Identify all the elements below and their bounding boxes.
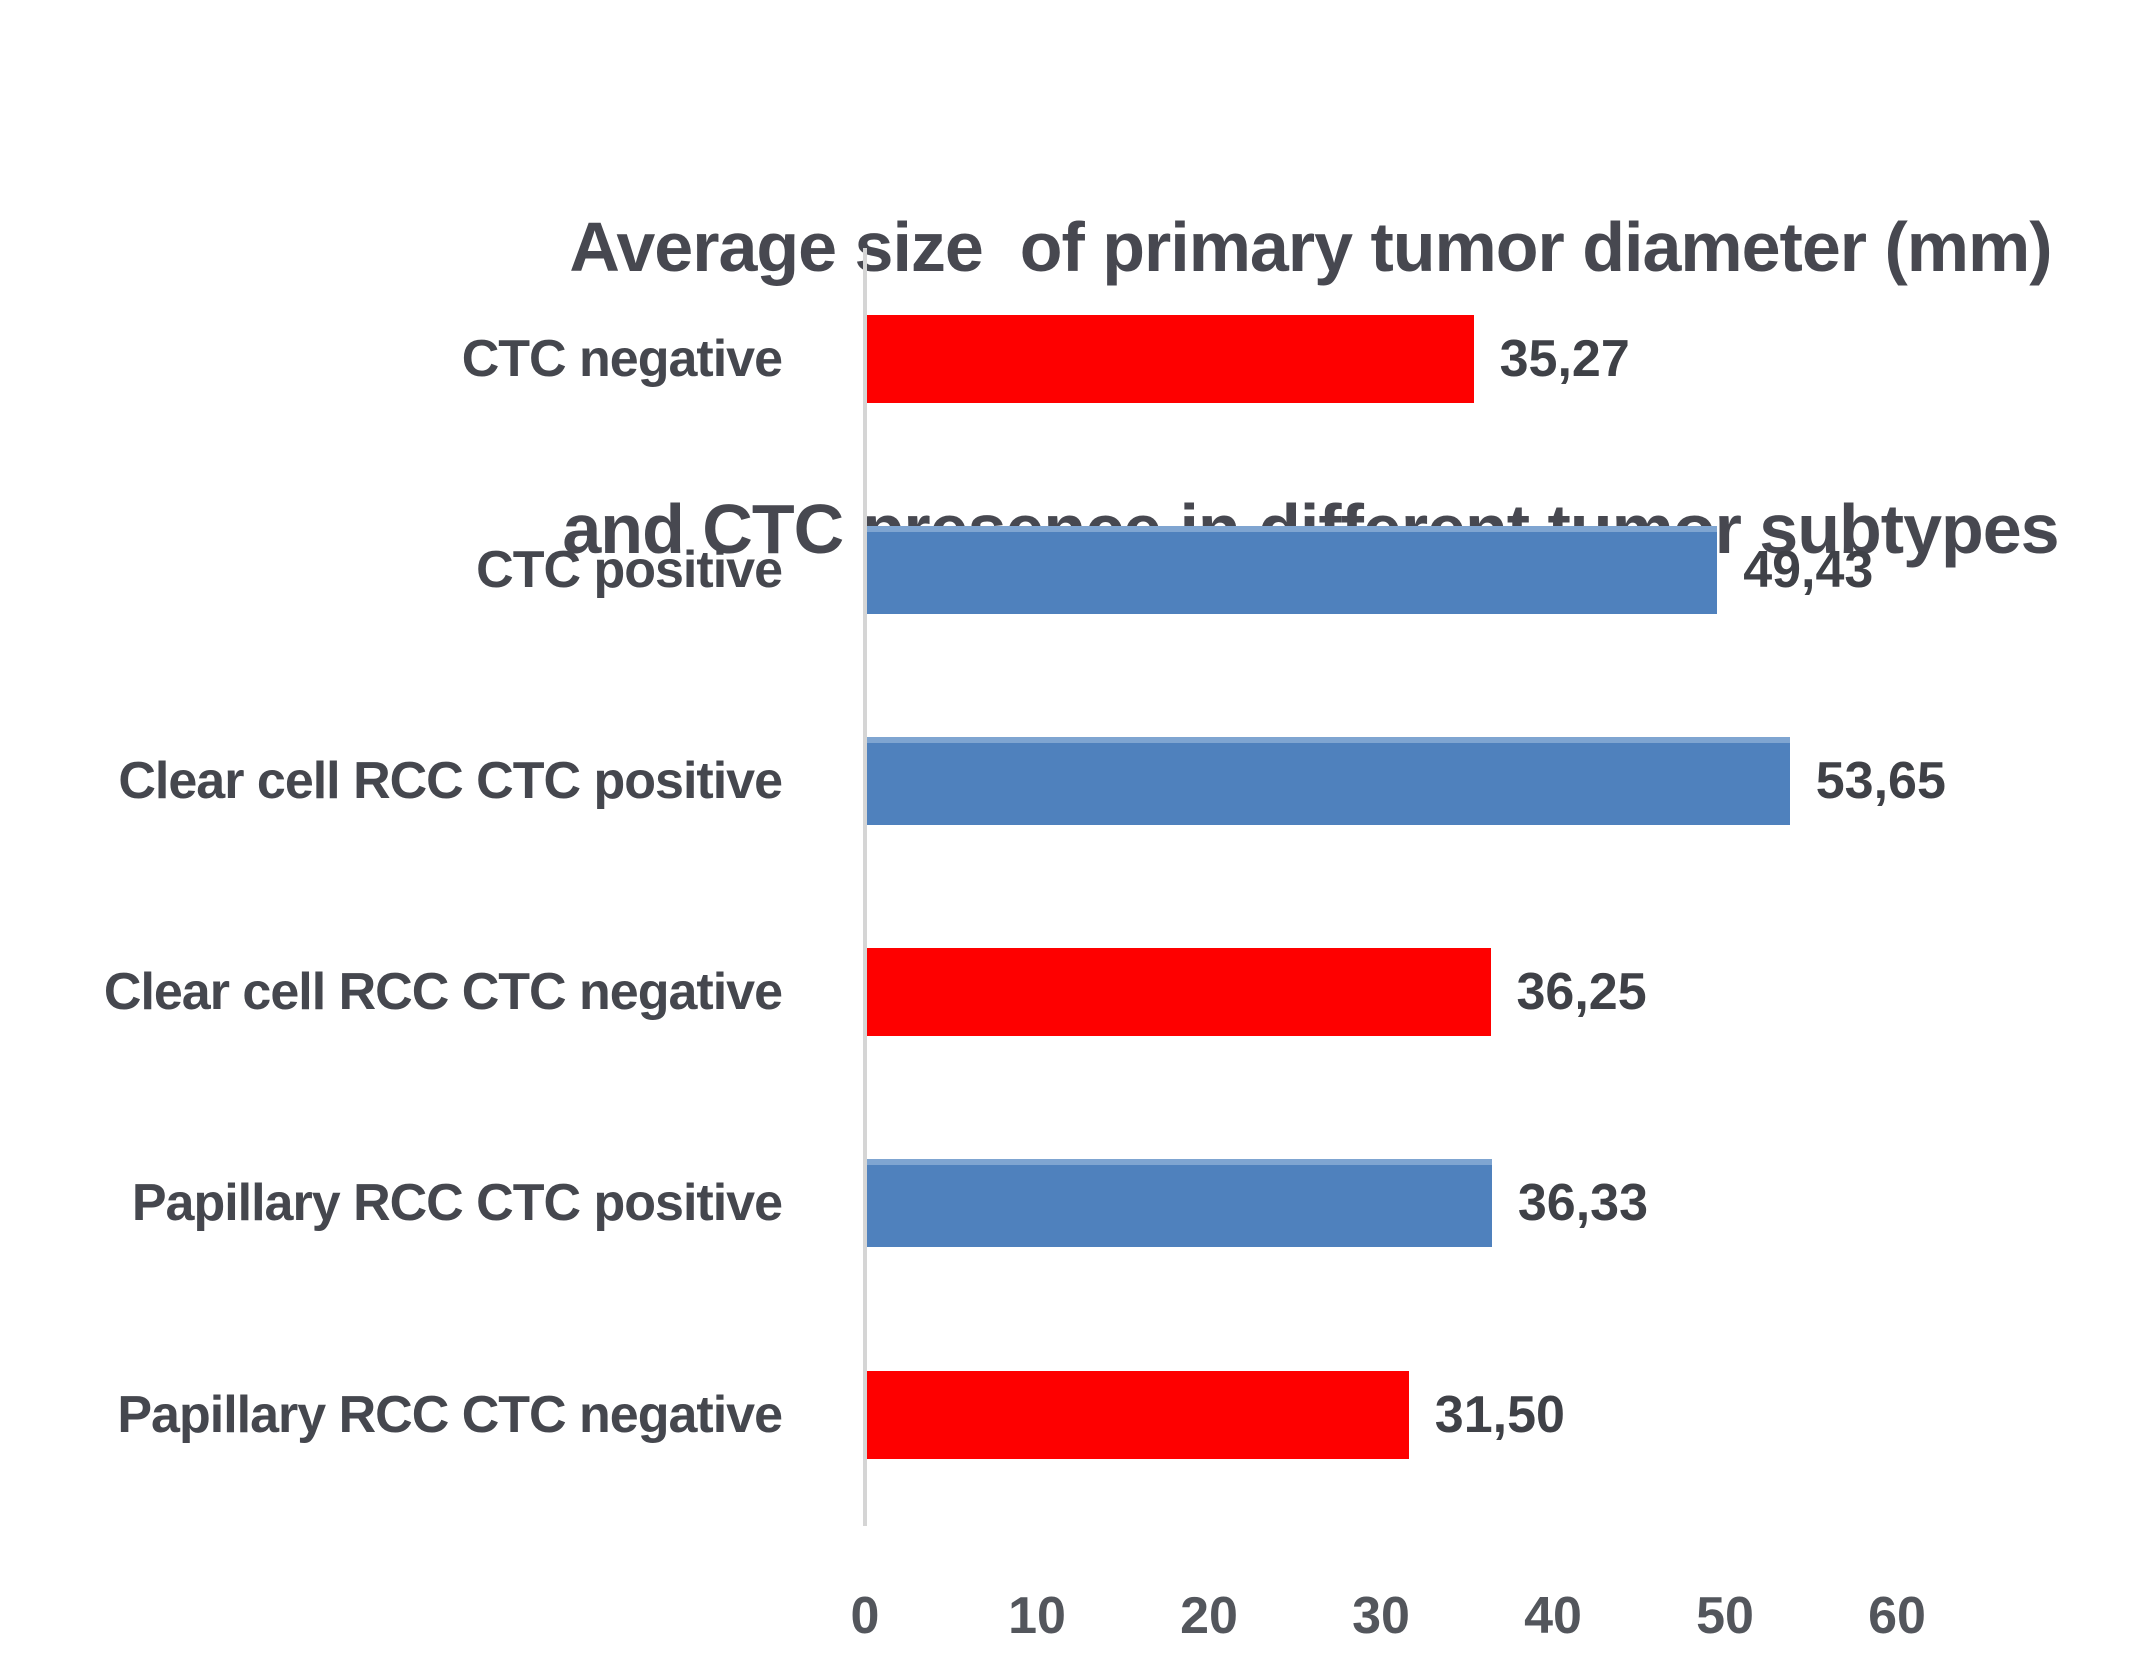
value-label: 35,27: [1499, 329, 1630, 388]
y-axis-line: [863, 248, 867, 1526]
category-label: Papillary RCC CTC positive: [131, 1174, 783, 1233]
chart-row: CTC negative 35,27: [0, 253, 2151, 464]
chart-title-line-1: Average size of primary tumor diameter (…: [569, 208, 2052, 286]
bar: [867, 1159, 1492, 1248]
x-tick-label: 10: [1008, 1587, 1066, 1645]
x-tick-label: 50: [1696, 1587, 1754, 1645]
value-label: 49,43: [1743, 540, 1874, 599]
category-label: Clear cell RCC CTC positive: [118, 751, 783, 810]
x-tick-label: 40: [1524, 1587, 1582, 1645]
bar: [867, 314, 1474, 403]
x-tick-label: 20: [1180, 1587, 1238, 1645]
chart-row: Clear cell RCC CTC positive 53,65: [0, 675, 2151, 886]
value-label: 36,33: [1517, 1174, 1649, 1233]
x-tick-label: 60: [1868, 1587, 1926, 1645]
chart-row: Papillary RCC CTC negative 31,50: [0, 1309, 2151, 1520]
chart-row: Papillary RCC CTC positive 36,33: [0, 1098, 2151, 1309]
category-label: Papillary RCC CTC negative: [117, 1385, 783, 1444]
category-label: CTC positive: [476, 540, 783, 599]
category-label: Clear cell RCC CTC negative: [103, 963, 783, 1022]
bar: [867, 948, 1491, 1037]
value-label: 36,25: [1516, 963, 1647, 1022]
value-label: 53,65: [1815, 751, 1946, 810]
chart-row: Clear cell RCC CTC negative 36,25: [0, 887, 2151, 1098]
bar: [867, 525, 1718, 614]
bar: [867, 1370, 1409, 1459]
x-tick-label: 0: [850, 1587, 880, 1645]
chart-row: CTC positive 49,43: [0, 464, 2151, 675]
bar: [867, 736, 1790, 825]
category-label: CTC negative: [461, 329, 783, 388]
value-label: 31,50: [1434, 1385, 1565, 1444]
x-tick-label: 30: [1352, 1587, 1410, 1645]
